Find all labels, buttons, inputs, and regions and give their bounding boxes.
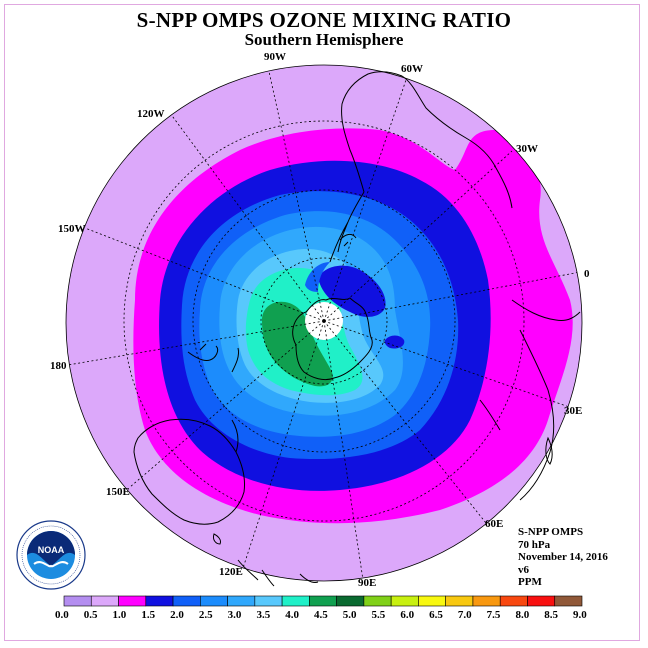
- lon-label-30w: 30W: [516, 143, 538, 155]
- lon-label-150e: 150E: [106, 486, 130, 498]
- info-level: 70 hPa: [518, 538, 551, 551]
- lon-label-60e: 60E: [485, 518, 504, 530]
- lon-label-180: 180: [50, 360, 67, 372]
- colorbar-swatch: [118, 595, 147, 607]
- colorbar-swatch: [445, 595, 474, 607]
- lon-label-30e: 30E: [564, 405, 583, 417]
- meridian-30e: [323, 320, 573, 409]
- lon-label-90e: 90E: [358, 577, 377, 589]
- low-ozone-pocket: [318, 265, 386, 317]
- coastlines: [133, 71, 581, 587]
- colorbar-tick-label: 3.5: [256, 609, 271, 621]
- graticule: [67, 66, 581, 581]
- colorbar-swatch: [254, 595, 283, 607]
- colorbar-swatch: [336, 595, 365, 607]
- colorbar-swatch: [418, 595, 446, 607]
- colorbar-tick-label: 0.0: [55, 609, 69, 621]
- colorbar-tick-label: 0.5: [83, 609, 98, 621]
- info-version: v6: [518, 563, 529, 576]
- south-pole-marker: [322, 319, 326, 323]
- meridian-150e: [129, 320, 325, 488]
- colorbar-swatch: [90, 595, 119, 607]
- map-boundary: [65, 64, 583, 582]
- map-title: S-NPP OMPS OZONE MIXING RATIO: [136, 8, 512, 32]
- south-america: [341, 71, 513, 209]
- colorbar-tick-label: 6.5: [429, 609, 443, 621]
- info-date: November 14, 2016: [518, 551, 608, 563]
- colorbar-swatch: [527, 595, 556, 607]
- colorbar-swatch: [554, 595, 583, 607]
- meridian-90w: [267, 66, 325, 322]
- colorbar-swatch: [499, 595, 528, 607]
- colorbar-swatch: [63, 595, 92, 607]
- colorbar-tick-label: 7.5: [486, 609, 501, 621]
- colorbar-tick-label: 5.5: [371, 609, 386, 621]
- colorbar-swatch: [309, 595, 337, 607]
- meridian-0: [323, 271, 581, 322]
- antarctic-peninsula: [329, 191, 365, 263]
- colorbar-tick-label: 9.0: [573, 609, 587, 621]
- contour-4.5-5.0: [262, 301, 333, 387]
- pocket-edge: [305, 262, 330, 292]
- colorbar-tick-label: 1.0: [112, 609, 127, 621]
- low-ozone-cell: [384, 335, 405, 349]
- colorbar-tick-label: 8.5: [544, 609, 558, 621]
- colorbar-swatch: [227, 595, 256, 607]
- colorbar: [63, 595, 583, 607]
- colorbar-tick-label: 1.5: [141, 609, 156, 621]
- lon-label-60w: 60W: [401, 63, 423, 75]
- colorbar-tick-label: 4.0: [285, 609, 299, 621]
- meridian-120e: [242, 320, 325, 569]
- colorbar-swatch: [363, 595, 392, 607]
- lon-label-0: 0: [584, 268, 590, 280]
- colorbar-tick-label: 8.0: [515, 609, 530, 621]
- colorbar-swatch: [472, 595, 501, 607]
- colorbar-swatch: [390, 595, 419, 607]
- colorbar-swatch: [145, 595, 174, 607]
- colorbar-tick-label: 6.0: [400, 609, 415, 621]
- parallel-50s: [192, 189, 456, 453]
- figure-frame: [4, 4, 640, 641]
- africa: [479, 299, 581, 501]
- colorbar-swatch: [200, 595, 228, 607]
- meridian-180: [67, 320, 325, 366]
- south-america-tip: [339, 233, 357, 247]
- colorbar-tick-label: 5.0: [342, 609, 357, 621]
- new-zealand: [187, 343, 239, 373]
- colorbar-tick-label: 7.0: [457, 609, 472, 621]
- tasmania: [213, 533, 221, 545]
- info-instrument: S-NPP OMPS: [518, 526, 584, 538]
- noaa-logo: NOAA: [16, 520, 86, 590]
- map-subtitle: Southern Hemisphere: [244, 30, 404, 49]
- colorbar-tick-label: 2.0: [170, 609, 184, 621]
- parallel-70s: [260, 257, 388, 385]
- colorbar-tick-label: 4.5: [314, 609, 328, 621]
- lon-label-120e: 120E: [219, 566, 243, 578]
- lon-label-150w: 150W: [58, 223, 86, 235]
- parallel-30s: [123, 120, 525, 522]
- lon-label-120w: 120W: [137, 108, 165, 120]
- colorbar-tick-label: 3.0: [227, 609, 242, 621]
- lon-label-90w: 90W: [264, 51, 286, 63]
- colorbar-tick-label: 2.5: [198, 609, 213, 621]
- colorbar-swatch: [172, 595, 201, 607]
- antarctica-coast: [292, 297, 373, 381]
- noaa-logo-text: NOAA: [38, 545, 65, 555]
- info-block: S-NPP OMPS 70 hPa November 14, 2016 v6 P…: [518, 526, 608, 589]
- info-units: PPM: [518, 576, 542, 588]
- colorbar-swatch: [281, 595, 310, 607]
- meridian-30w: [323, 150, 513, 322]
- asia-islands: [237, 559, 319, 587]
- australia: [133, 418, 245, 525]
